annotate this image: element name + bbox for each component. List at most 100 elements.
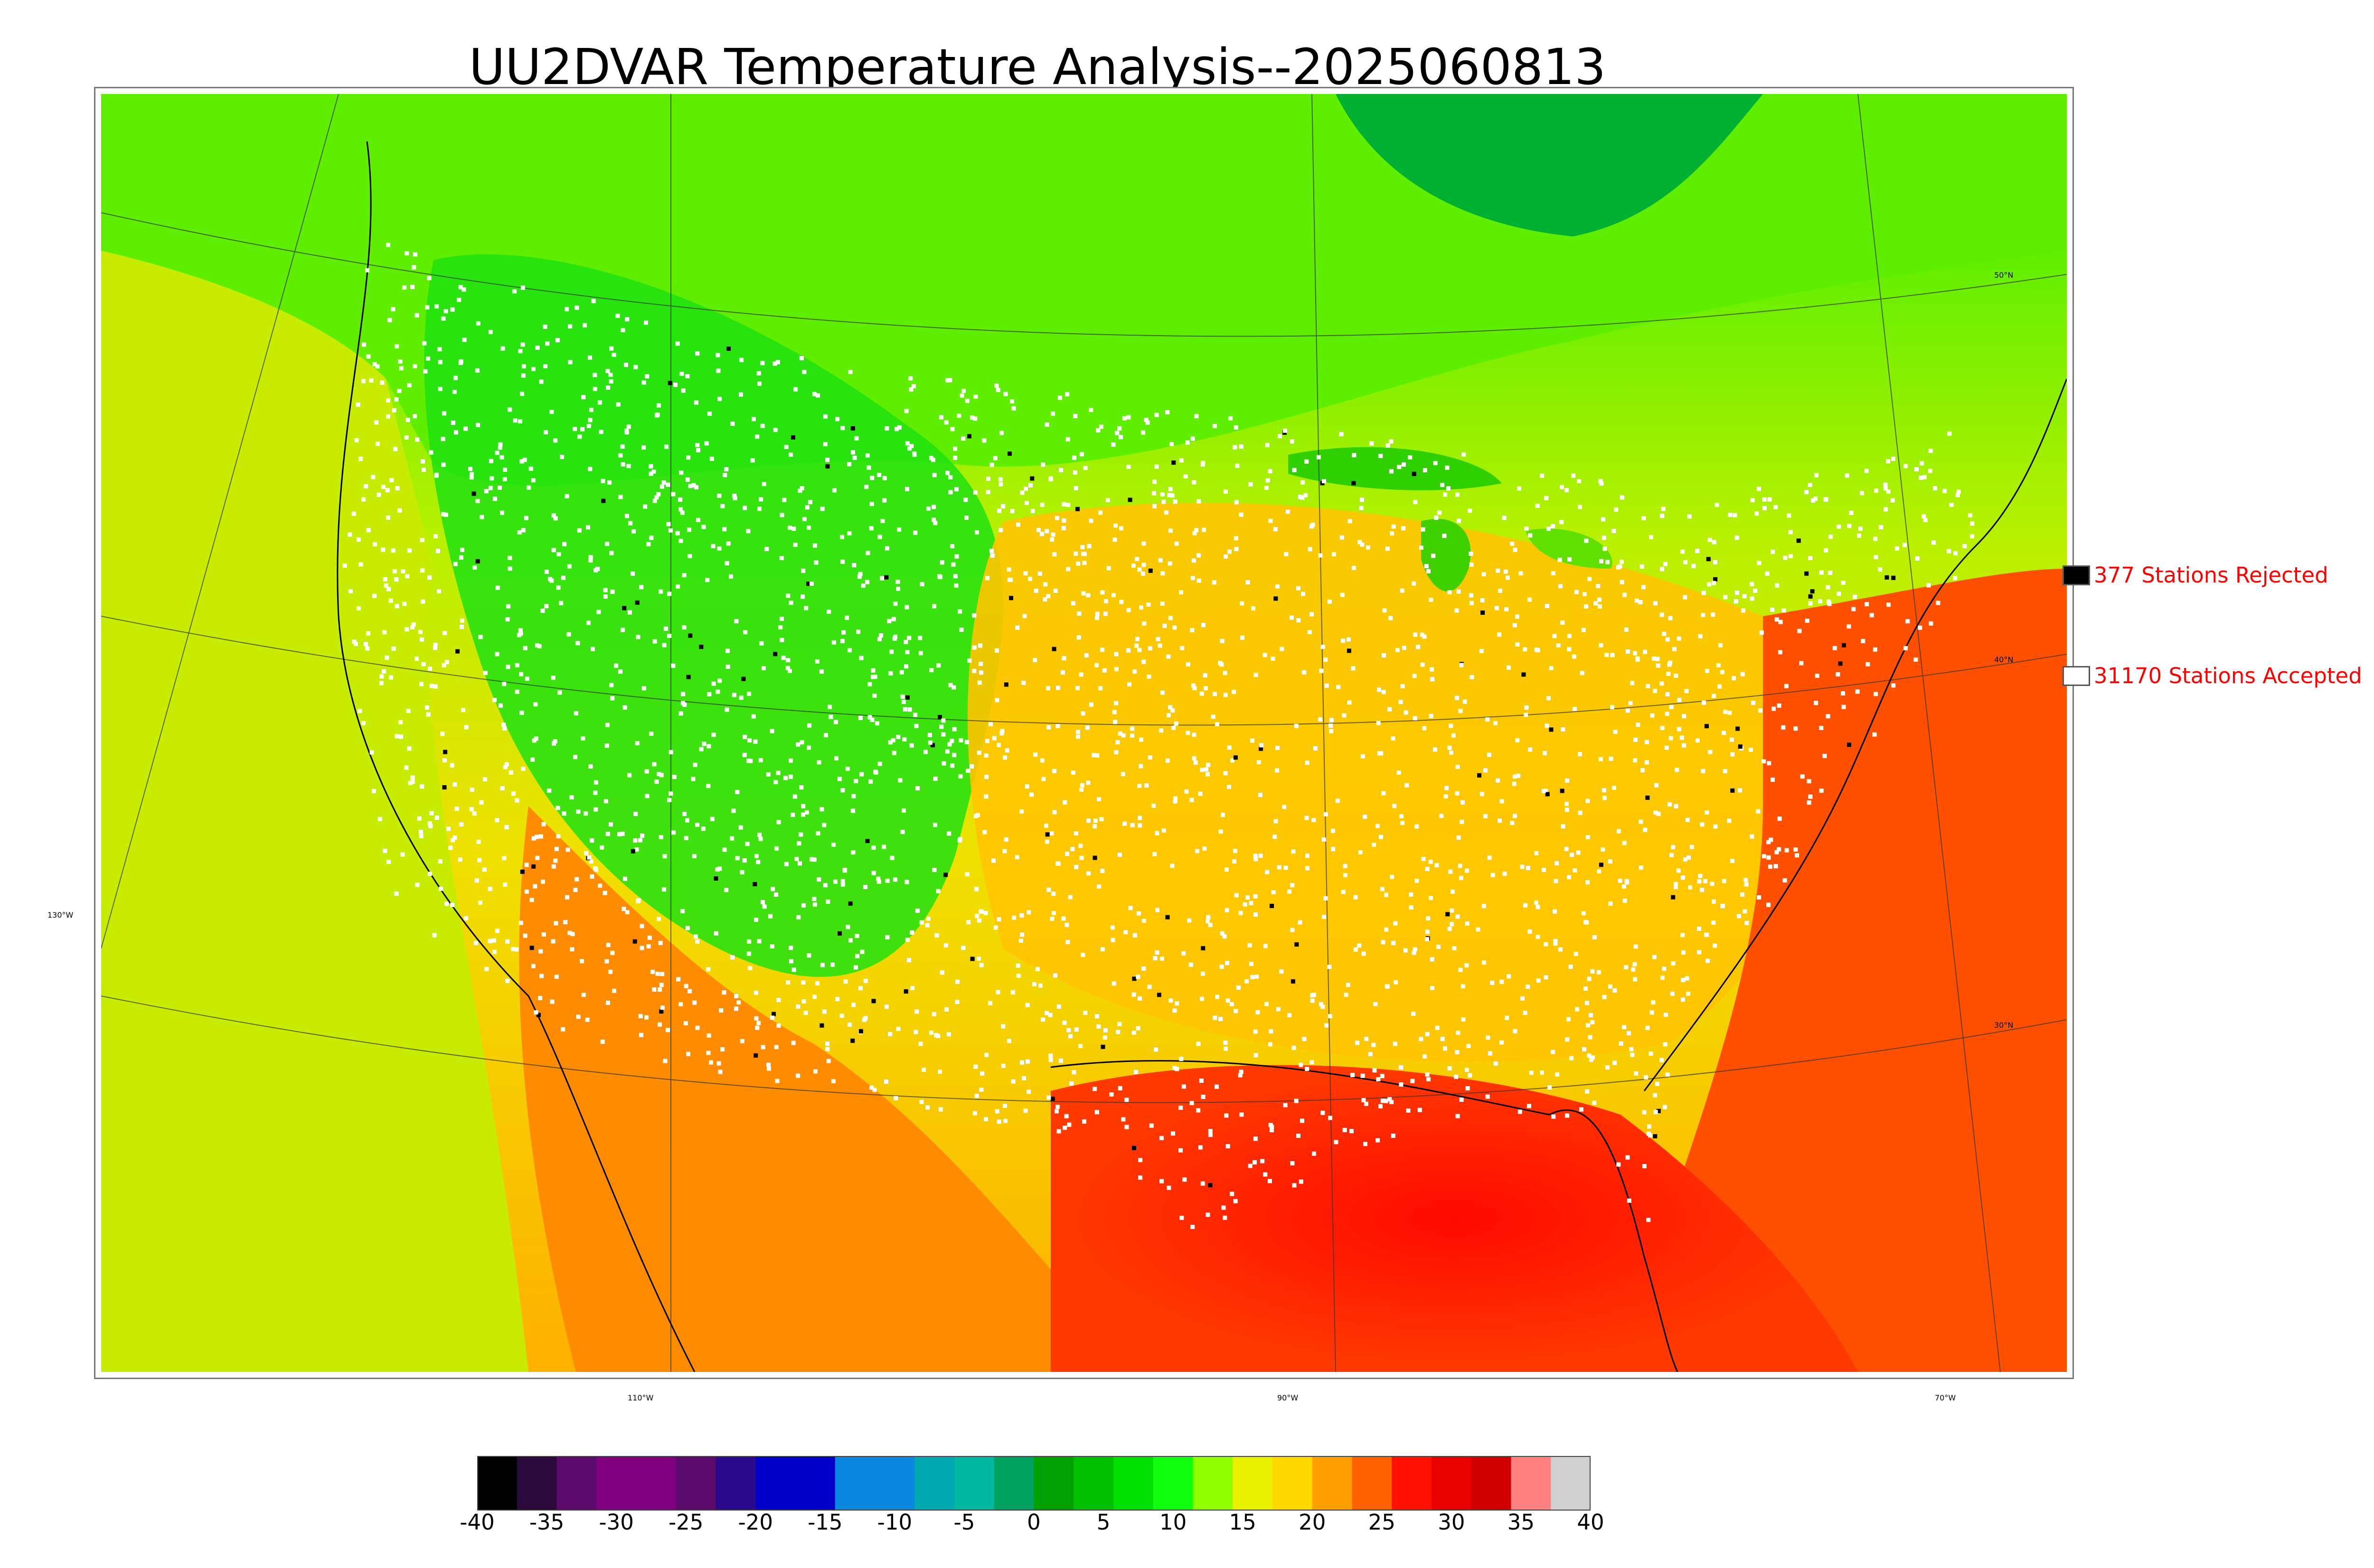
station-point <box>936 1033 941 1038</box>
station-point <box>885 935 890 939</box>
station-point <box>567 564 572 569</box>
station-point <box>1873 647 1877 652</box>
station-point <box>1132 669 1137 674</box>
station-point <box>413 252 417 257</box>
station-point <box>1517 1109 1522 1114</box>
station-point <box>451 838 455 843</box>
colorbar-tick-label: -5 <box>953 1510 975 1535</box>
station-point <box>1419 1037 1423 1042</box>
station-point <box>562 542 567 546</box>
station-point <box>365 646 370 651</box>
station-point <box>823 883 828 888</box>
station-point <box>1415 645 1420 649</box>
station-point <box>820 807 824 812</box>
station-point <box>1276 1007 1281 1012</box>
station-point <box>1046 594 1051 599</box>
station-point <box>1400 684 1405 688</box>
station-point <box>1110 925 1115 930</box>
station-point <box>358 709 362 714</box>
station-point <box>1208 1129 1213 1134</box>
station-point <box>1389 439 1394 444</box>
station-point <box>679 371 684 376</box>
station-point <box>1112 981 1116 986</box>
station-point <box>1300 1118 1305 1123</box>
station-point <box>1411 1011 1416 1016</box>
station-point <box>1883 482 1888 487</box>
station-point <box>1644 1075 1649 1080</box>
station-point <box>991 858 996 863</box>
station-point <box>739 695 744 700</box>
station-point <box>845 766 850 771</box>
station-point <box>1507 665 1511 670</box>
station-point <box>1378 454 1383 459</box>
station-point <box>1186 662 1190 667</box>
station-point <box>743 506 747 510</box>
station-point <box>1025 784 1029 789</box>
station-point <box>1557 557 1562 562</box>
colorbar-segment <box>1352 1456 1393 1511</box>
station-point <box>1050 916 1055 921</box>
station-point <box>1081 952 1085 957</box>
station-point <box>457 298 462 302</box>
station-point <box>556 806 560 810</box>
station-point <box>410 779 415 784</box>
station-point <box>1434 516 1439 520</box>
station-point <box>671 492 676 497</box>
station-point <box>1846 742 1851 747</box>
station-point <box>972 1111 977 1116</box>
station-point <box>794 856 799 861</box>
station-point <box>998 477 1003 482</box>
station-point <box>488 939 492 943</box>
station-point <box>1431 554 1436 558</box>
station-point <box>505 978 510 983</box>
station-point <box>520 869 525 874</box>
station-point <box>944 420 949 425</box>
station-point <box>590 647 595 651</box>
station-point <box>1378 1104 1383 1108</box>
station-point <box>1717 684 1722 689</box>
station-point <box>798 861 802 866</box>
station-point <box>999 431 1004 435</box>
station-point <box>1902 543 1907 547</box>
station-point <box>1429 598 1433 602</box>
station-point <box>1273 596 1278 601</box>
station-point <box>1012 915 1017 920</box>
station-point <box>701 525 706 529</box>
station-point <box>1357 943 1362 948</box>
station-point <box>556 585 561 590</box>
station-point <box>508 566 512 571</box>
station-point <box>570 932 575 937</box>
station-point <box>843 979 848 984</box>
station-point <box>984 753 989 758</box>
station-point <box>625 317 630 322</box>
station-point <box>717 396 722 401</box>
station-point <box>977 751 981 755</box>
station-point <box>1050 1097 1055 1101</box>
station-point <box>1459 1097 1464 1102</box>
station-point <box>978 643 982 648</box>
station-point <box>1323 896 1328 901</box>
station-point <box>1347 700 1352 705</box>
station-point <box>823 733 828 738</box>
station-point <box>1173 499 1178 504</box>
station-point <box>1235 463 1240 468</box>
station-point <box>356 606 361 610</box>
station-point <box>1773 864 1778 869</box>
station-point <box>776 820 781 825</box>
station-point <box>1680 933 1685 938</box>
station-point <box>997 1119 1001 1124</box>
station-point <box>1155 831 1159 836</box>
station-point <box>593 373 597 377</box>
station-point <box>681 692 686 696</box>
station-point <box>676 977 681 982</box>
station-point <box>1024 487 1028 491</box>
station-point <box>869 502 874 507</box>
station-point <box>554 846 559 851</box>
station-point <box>520 285 525 290</box>
station-point <box>1819 725 1824 730</box>
station-point <box>412 265 416 270</box>
station-point <box>1254 974 1259 979</box>
station-point <box>857 574 862 579</box>
station-point <box>793 387 798 392</box>
station-point <box>1520 996 1525 1001</box>
